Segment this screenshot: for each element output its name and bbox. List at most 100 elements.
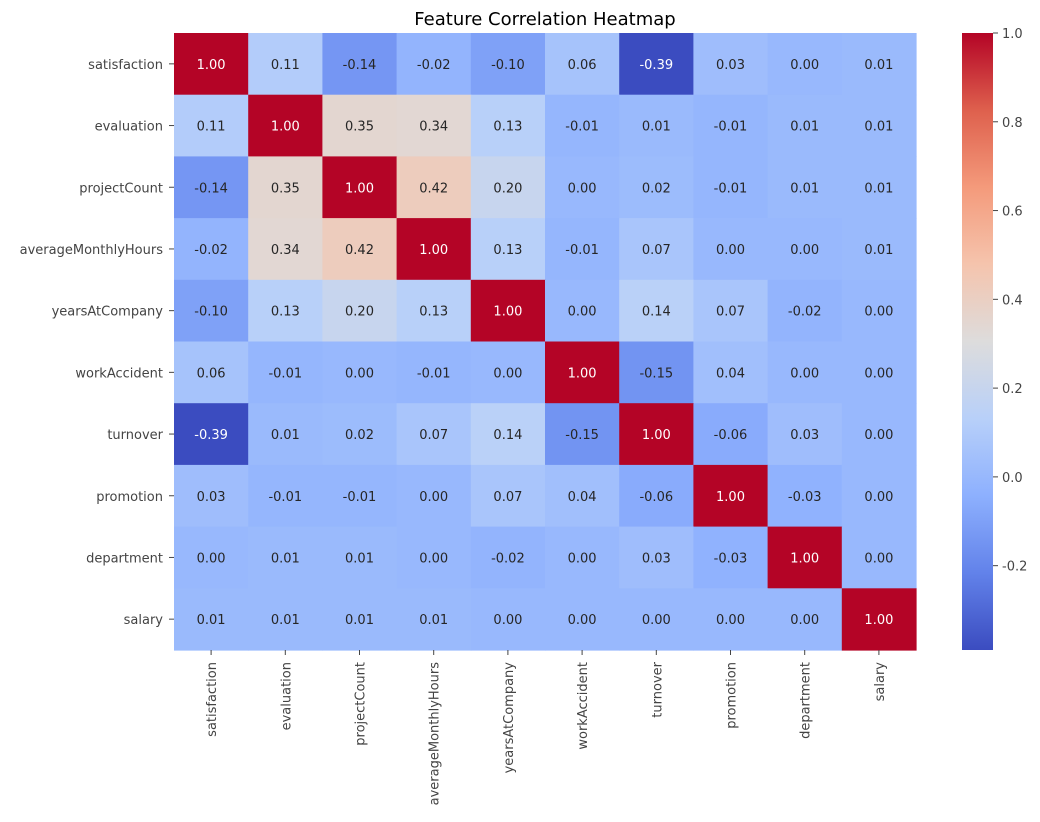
x-tick-label: department <box>799 662 814 739</box>
x-axis-tick-labels: satisfaction evaluation projectCount averag… <box>205 650 888 805</box>
heatmap-cell-value: 0.07 <box>419 428 448 443</box>
heatmap-cell <box>545 156 620 219</box>
heatmap-cell-value: 0.20 <box>345 305 374 320</box>
heatmap-cell <box>693 403 769 466</box>
heatmap-cell <box>841 33 917 96</box>
heatmap-cell <box>174 588 249 651</box>
heatmap-cell <box>841 588 917 651</box>
heatmap-cell-value: -0.15 <box>565 428 599 443</box>
heatmap-cell-value: 1.00 <box>790 551 819 566</box>
heatmap-cell <box>767 403 843 466</box>
y-tick-label: turnover <box>107 428 163 443</box>
heatmap-cell-value: 0.01 <box>864 58 893 73</box>
y-tick-label: promotion <box>96 490 163 505</box>
heatmap-cell-value: -0.06 <box>714 428 748 443</box>
heatmap-cell <box>248 279 323 343</box>
heatmap-cell <box>322 218 398 281</box>
heatmap-cell-value: -0.02 <box>417 58 451 73</box>
heatmap-cell-value: 0.11 <box>271 58 300 73</box>
heatmap-cell-value: -0.01 <box>343 490 377 505</box>
heatmap-cell <box>322 526 398 589</box>
heatmap-cell <box>174 156 249 219</box>
heatmap-cell <box>470 464 546 528</box>
heatmap-cell <box>841 279 917 343</box>
heatmap-cell <box>841 218 917 281</box>
heatmap-cell <box>619 94 694 157</box>
heatmap-cell <box>693 94 769 157</box>
heatmap-cell-value: 0.11 <box>197 120 226 135</box>
heatmap-cell <box>693 156 769 219</box>
x-tick-label: workAccident <box>576 662 591 750</box>
heatmap-cell-value: 0.01 <box>790 120 819 135</box>
heatmap-cell-value: 0.00 <box>864 490 893 505</box>
heatmap-cell-value: 0.02 <box>345 428 374 443</box>
heatmap-cell-value: -0.01 <box>268 366 302 381</box>
heatmap-cell-value: -0.01 <box>714 181 748 196</box>
heatmap-cell-value: 0.03 <box>790 428 819 443</box>
heatmap-cell <box>545 33 620 96</box>
heatmap-cell-value: 0.01 <box>345 551 374 566</box>
heatmap-cell-value: 0.00 <box>790 58 819 73</box>
heatmap-cell-value: 0.00 <box>864 366 893 381</box>
heatmap-cell-value: 1.00 <box>419 243 448 258</box>
colorbar: -0.2 0.0 0.2 0.4 0.6 0.8 1.0 <box>962 27 1027 650</box>
heatmap-cell-value: 0.34 <box>419 120 448 135</box>
heatmap-cell-value: -0.02 <box>788 305 822 320</box>
colorbar-tick-label: 0.2 <box>1002 382 1023 397</box>
heatmap-cell-value: 0.42 <box>345 243 374 258</box>
heatmap-cell-value: -0.39 <box>639 58 673 73</box>
heatmap-cell-value: 0.00 <box>864 428 893 443</box>
heatmap-cell <box>470 218 546 281</box>
heatmap-cell <box>174 341 249 404</box>
y-axis-tick-labels: satisfaction evaluation projectCount averag… <box>20 58 174 628</box>
heatmap-cell <box>767 341 843 404</box>
heatmap-cell <box>396 403 472 466</box>
y-tick-label: workAccident <box>75 366 163 381</box>
heatmap-cell <box>545 341 620 404</box>
y-tick-label: satisfaction <box>88 58 163 73</box>
heatmap-cell <box>396 156 472 219</box>
heatmap-cell-value: 1.00 <box>642 428 671 443</box>
heatmap-cell-value: 0.01 <box>864 181 893 196</box>
heatmap-cell <box>248 33 323 96</box>
heatmap-cell-value: 0.20 <box>493 181 522 196</box>
heatmap-cell <box>767 218 843 281</box>
heatmap-cell-value: -0.10 <box>491 58 525 73</box>
heatmap-cell-value: -0.01 <box>417 366 451 381</box>
heatmap-cell-value: 0.00 <box>419 490 448 505</box>
x-tick-label: evaluation <box>279 662 294 730</box>
heatmap-cell <box>767 33 843 96</box>
heatmap-cell <box>470 33 546 96</box>
heatmap-cells: 1.00 0.11 -0.14 -0.02 -0.10 0.06 -0.39 0.03 0.00… <box>174 33 917 651</box>
heatmap-cell-value: 0.14 <box>493 428 522 443</box>
heatmap-cell <box>248 94 323 157</box>
y-tick-label: evaluation <box>95 120 163 135</box>
x-tick-label: satisfaction <box>205 662 220 737</box>
heatmap-cell <box>396 464 472 528</box>
heatmap-cell <box>322 279 398 343</box>
heatmap-cell <box>545 403 620 466</box>
heatmap-cell <box>841 94 917 157</box>
heatmap-cell <box>619 156 694 219</box>
heatmap-cell-value: 0.13 <box>493 243 522 258</box>
heatmap-cell <box>545 218 620 281</box>
heatmap-cell-value: -0.01 <box>268 490 302 505</box>
heatmap-cell-value: -0.03 <box>714 551 748 566</box>
heatmap-cell <box>841 464 917 528</box>
y-tick-label: averageMonthlyHours <box>20 243 164 258</box>
heatmap-cell-value: 0.00 <box>864 551 893 566</box>
x-tick-label: promotion <box>725 662 740 729</box>
heatmap-cell-value: -0.10 <box>194 305 228 320</box>
heatmap-cell-value: 0.00 <box>493 613 522 628</box>
heatmap-cell <box>619 588 694 651</box>
heatmap-cell <box>248 464 323 528</box>
heatmap-cell-value: 0.01 <box>642 120 671 135</box>
heatmap-cell-value: 0.01 <box>790 181 819 196</box>
heatmap-cell <box>545 588 620 651</box>
heatmap-cell <box>248 341 323 404</box>
heatmap-cell-value: 0.13 <box>493 120 522 135</box>
chart-title: Feature Correlation Heatmap <box>414 9 675 30</box>
heatmap-cell <box>841 341 917 404</box>
colorbar-tick-label: 1.0 <box>1002 27 1023 42</box>
